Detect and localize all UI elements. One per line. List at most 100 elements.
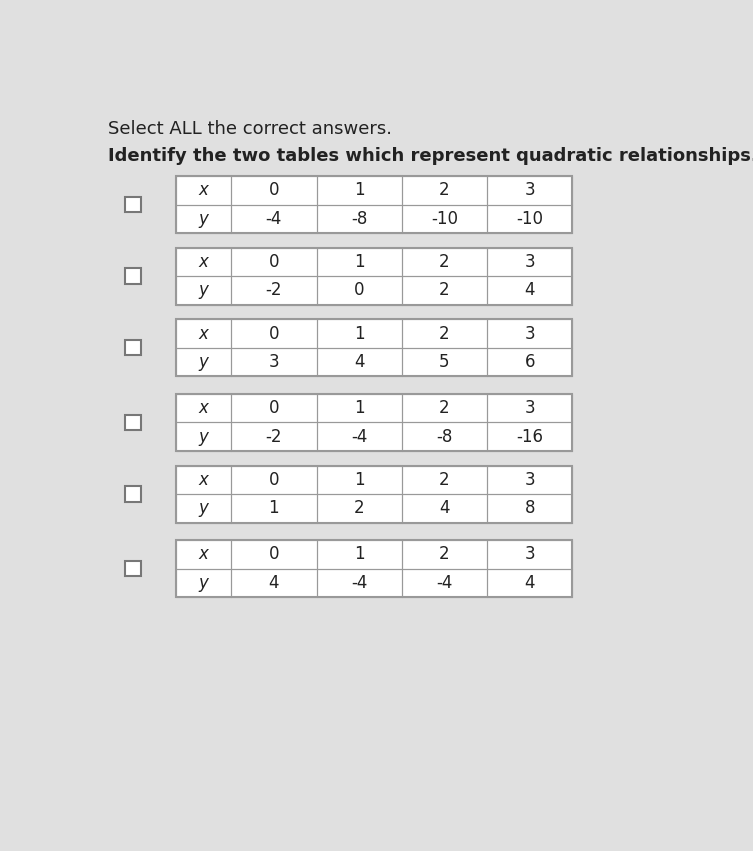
Bar xyxy=(402,422,487,451)
Text: 1: 1 xyxy=(354,471,364,488)
Text: 6: 6 xyxy=(524,353,535,371)
Bar xyxy=(316,248,402,276)
Text: 2: 2 xyxy=(439,324,450,342)
Text: Identify the two tables which represent quadratic relationships.: Identify the two tables which represent … xyxy=(108,146,753,165)
Text: x: x xyxy=(199,181,209,199)
Bar xyxy=(316,465,402,494)
Bar xyxy=(402,540,487,568)
Text: y: y xyxy=(199,428,209,446)
Text: -2: -2 xyxy=(266,428,282,446)
Text: 1: 1 xyxy=(269,500,279,517)
Text: 1: 1 xyxy=(354,324,364,342)
Bar xyxy=(175,319,231,348)
Text: 3: 3 xyxy=(524,399,535,417)
Bar xyxy=(231,494,316,523)
Text: -4: -4 xyxy=(436,574,453,592)
Text: 1: 1 xyxy=(354,399,364,417)
Text: 3: 3 xyxy=(269,353,279,371)
Text: 0: 0 xyxy=(269,471,279,488)
Text: 3: 3 xyxy=(524,324,535,342)
Bar xyxy=(402,394,487,422)
Text: y: y xyxy=(199,282,209,300)
Text: 1: 1 xyxy=(354,181,364,199)
Bar xyxy=(316,568,402,597)
Bar xyxy=(175,248,231,276)
Bar xyxy=(487,422,572,451)
Text: 1: 1 xyxy=(354,545,364,563)
Bar xyxy=(231,176,316,204)
Text: 5: 5 xyxy=(439,353,450,371)
Bar xyxy=(487,248,572,276)
Text: -16: -16 xyxy=(516,428,543,446)
Text: x: x xyxy=(199,545,209,563)
Text: 2: 2 xyxy=(439,545,450,563)
Text: x: x xyxy=(199,324,209,342)
Bar xyxy=(231,204,316,233)
Text: -8: -8 xyxy=(436,428,453,446)
Bar xyxy=(125,268,141,284)
Text: 2: 2 xyxy=(354,500,364,517)
Bar xyxy=(316,394,402,422)
Text: 1: 1 xyxy=(354,253,364,271)
Text: 4: 4 xyxy=(524,282,535,300)
Bar xyxy=(175,394,572,451)
Bar xyxy=(487,568,572,597)
Bar xyxy=(316,276,402,305)
Bar xyxy=(487,540,572,568)
Text: 3: 3 xyxy=(524,253,535,271)
Text: Select ALL the correct answers.: Select ALL the correct answers. xyxy=(108,120,392,138)
Bar xyxy=(487,394,572,422)
Bar xyxy=(175,319,572,376)
Bar xyxy=(402,276,487,305)
Text: 3: 3 xyxy=(524,471,535,488)
Text: -10: -10 xyxy=(516,210,543,228)
Bar xyxy=(402,465,487,494)
Bar xyxy=(231,248,316,276)
Bar xyxy=(316,204,402,233)
Text: 0: 0 xyxy=(269,181,279,199)
Bar xyxy=(231,540,316,568)
Bar xyxy=(231,422,316,451)
Bar xyxy=(175,176,231,204)
Bar xyxy=(402,568,487,597)
Bar xyxy=(487,204,572,233)
Text: y: y xyxy=(199,574,209,592)
Bar xyxy=(175,465,231,494)
Text: 0: 0 xyxy=(269,324,279,342)
Bar xyxy=(125,414,141,430)
Text: y: y xyxy=(199,210,209,228)
Bar xyxy=(231,319,316,348)
Text: y: y xyxy=(199,500,209,517)
Text: 0: 0 xyxy=(269,399,279,417)
Bar xyxy=(402,319,487,348)
Bar xyxy=(316,319,402,348)
Bar xyxy=(487,465,572,494)
Text: 4: 4 xyxy=(354,353,364,371)
Bar xyxy=(316,176,402,204)
Text: -4: -4 xyxy=(351,574,367,592)
Bar xyxy=(402,248,487,276)
Bar xyxy=(125,561,141,576)
Bar xyxy=(487,276,572,305)
Bar xyxy=(125,197,141,212)
Bar xyxy=(175,394,231,422)
Bar xyxy=(175,422,231,451)
Text: 2: 2 xyxy=(439,282,450,300)
Text: 4: 4 xyxy=(269,574,279,592)
Bar xyxy=(487,348,572,376)
Bar xyxy=(125,340,141,356)
Text: 0: 0 xyxy=(354,282,364,300)
Text: -10: -10 xyxy=(431,210,458,228)
Text: 0: 0 xyxy=(269,545,279,563)
Bar xyxy=(175,276,231,305)
Text: 2: 2 xyxy=(439,471,450,488)
Text: 3: 3 xyxy=(524,545,535,563)
Bar xyxy=(175,176,572,233)
Text: -2: -2 xyxy=(266,282,282,300)
Bar xyxy=(487,494,572,523)
Bar xyxy=(231,348,316,376)
Bar xyxy=(402,348,487,376)
Text: 4: 4 xyxy=(524,574,535,592)
Text: 8: 8 xyxy=(524,500,535,517)
Text: 4: 4 xyxy=(439,500,450,517)
